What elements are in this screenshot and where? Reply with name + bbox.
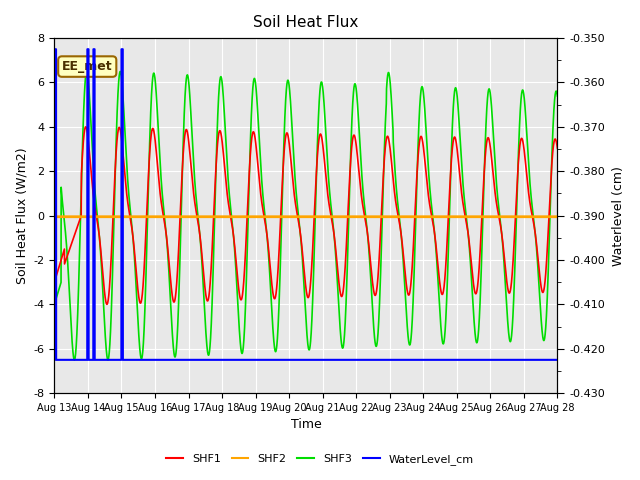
X-axis label: Time: Time: [291, 419, 321, 432]
Text: EE_met: EE_met: [62, 60, 113, 73]
Y-axis label: Soil Heat Flux (W/m2): Soil Heat Flux (W/m2): [15, 147, 28, 284]
Title: Soil Heat Flux: Soil Heat Flux: [253, 15, 358, 30]
Legend: SHF1, SHF2, SHF3, WaterLevel_cm: SHF1, SHF2, SHF3, WaterLevel_cm: [162, 450, 478, 469]
Y-axis label: Waterlevel (cm): Waterlevel (cm): [612, 166, 625, 265]
